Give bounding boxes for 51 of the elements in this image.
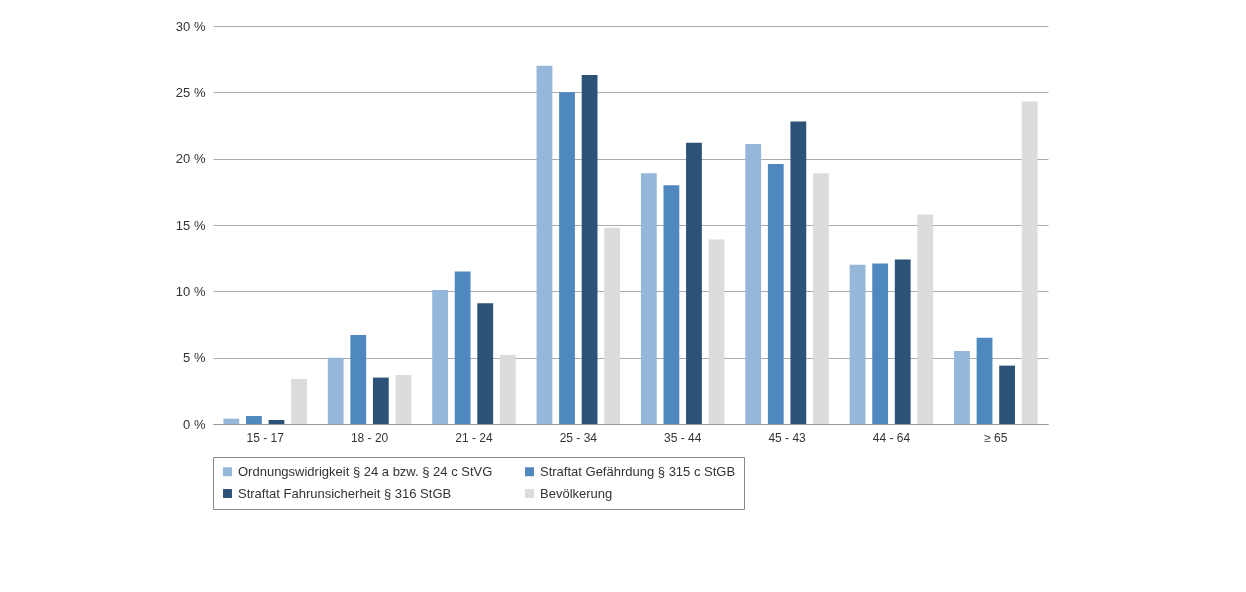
- bar: [499, 355, 516, 424]
- legend-label: Bevölkerung: [540, 485, 613, 501]
- legend-label: Ordnungswidrigkeit § 24 a bzw. § 24 c StVG: [238, 463, 493, 479]
- x-tick-label: 15 - 17: [246, 430, 285, 445]
- x-tick-label: 35 - 44: [664, 430, 702, 445]
- y-tick-label: 20 %: [175, 151, 206, 167]
- y-tick-label: 30 %: [175, 18, 206, 34]
- legend-label: Straftat Gefährdung § 315 c StGB: [540, 463, 736, 479]
- bar: [894, 259, 911, 424]
- bar: [813, 173, 829, 424]
- bar: [372, 377, 389, 424]
- bar: [767, 163, 784, 424]
- bar: [976, 337, 993, 424]
- bar: [954, 351, 970, 424]
- bar: [790, 121, 807, 424]
- y-tick-label: 0 %: [183, 416, 206, 432]
- y-tick-label: 15 %: [175, 217, 206, 233]
- bar: [917, 214, 934, 424]
- legend-label: Straftat Fahrunsicherheit § 316 StGB: [238, 485, 452, 501]
- bar: [640, 173, 657, 424]
- bar: [581, 75, 598, 424]
- bar: [327, 357, 344, 424]
- bar: [246, 416, 262, 424]
- bar: [395, 374, 412, 424]
- y-tick-label: 5 %: [183, 350, 206, 366]
- bar: [663, 185, 680, 424]
- bar: [999, 365, 1015, 424]
- x-tick-label: 21 - 24: [455, 430, 493, 445]
- x-tick-label: 45 - 43: [768, 430, 807, 445]
- x-tick-label: 44 - 64: [872, 430, 911, 445]
- x-tick-label: 18 - 20: [350, 430, 389, 445]
- x-tick-label: ≥ 65: [984, 430, 1008, 445]
- bar: [454, 271, 471, 424]
- bar: [432, 290, 448, 424]
- y-tick-label: 25 %: [175, 84, 206, 100]
- bar: [1021, 101, 1038, 424]
- bar: [536, 65, 553, 424]
- bar: [291, 378, 307, 424]
- bar: [223, 418, 240, 424]
- bar: [604, 227, 621, 424]
- bar: [708, 239, 725, 424]
- bar: [268, 420, 285, 424]
- bar: [849, 264, 866, 424]
- y-tick-label: 10 %: [175, 283, 206, 299]
- bar: [745, 144, 762, 424]
- x-tick-label: 25 - 34: [559, 430, 598, 445]
- bar: [559, 92, 575, 424]
- bar: [350, 335, 367, 424]
- bar: [872, 263, 889, 424]
- bar: [477, 303, 494, 424]
- bar: [686, 142, 702, 424]
